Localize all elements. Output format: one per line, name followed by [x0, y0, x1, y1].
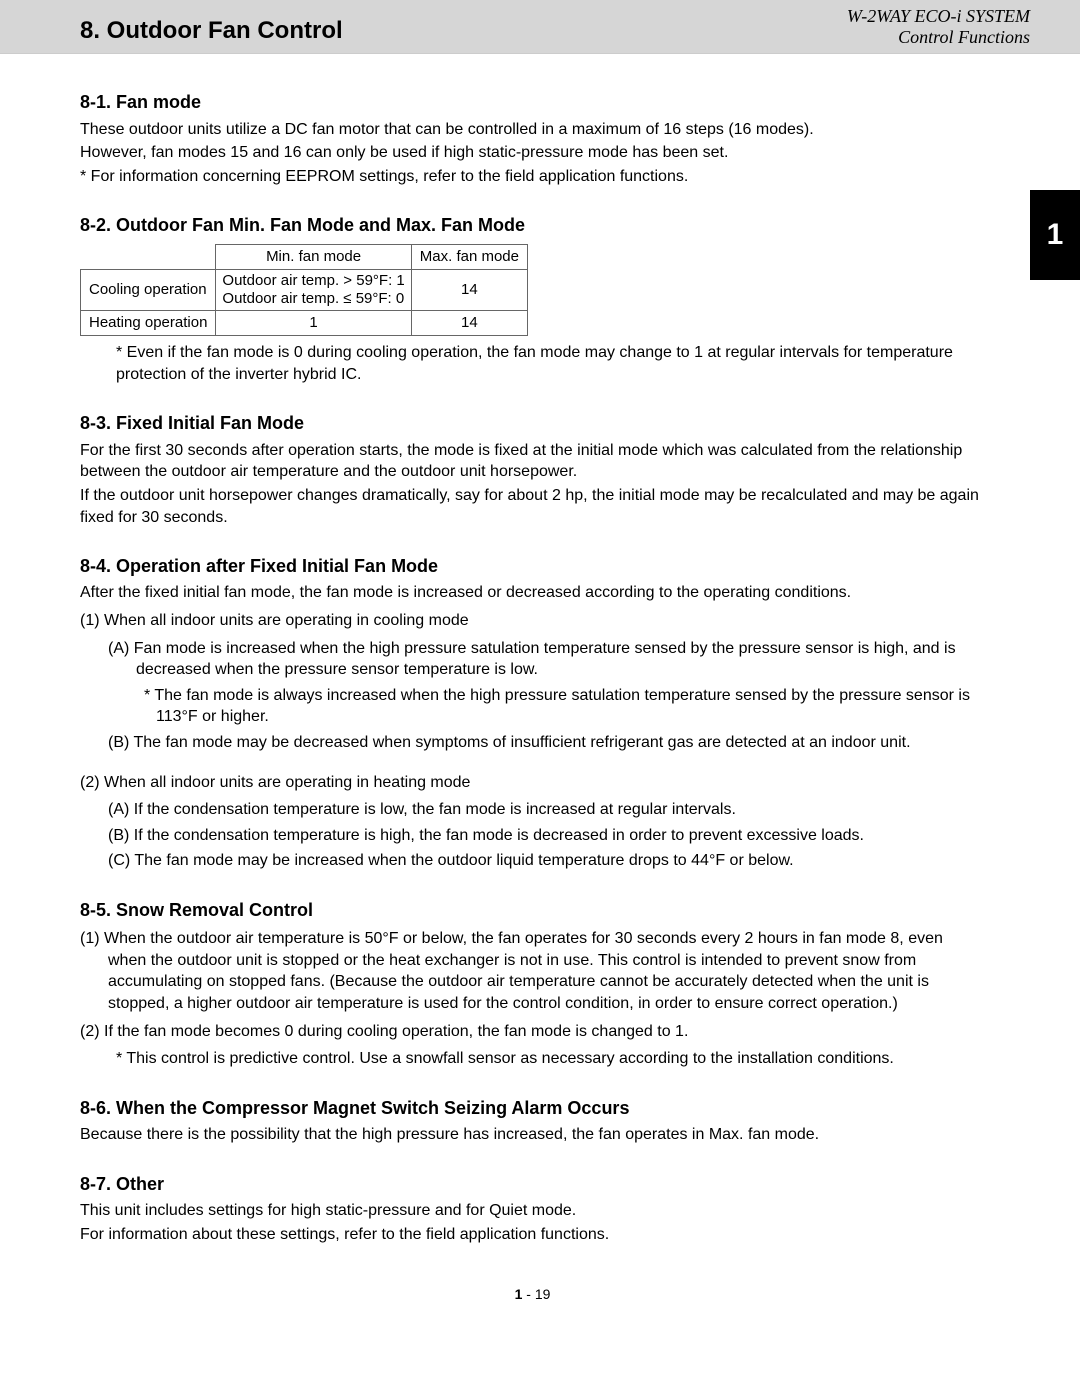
para: If the outdoor unit horsepower changes d…: [80, 485, 985, 528]
para: This unit includes settings for high sta…: [80, 1200, 985, 1222]
para: After the fixed initial fan mode, the fa…: [80, 582, 985, 604]
col-max: Max. fan mode: [411, 244, 527, 269]
para: For information about these settings, re…: [80, 1224, 985, 1246]
row-cooling-min: Outdoor air temp. > 59°F: 1 Outdoor air …: [216, 270, 411, 311]
header-band: 8. Outdoor Fan Control W-2WAY ECO-i SYST…: [0, 0, 1080, 54]
chapter-title: 8. Outdoor Fan Control: [80, 15, 343, 47]
heading-8-3: 8-3. Fixed Initial Fan Mode: [80, 411, 985, 435]
header-subtitle: Control Functions: [847, 27, 1030, 48]
para: Because there is the possibility that th…: [80, 1124, 985, 1146]
system-name: W-2WAY ECO-i SYSTEM: [847, 6, 1030, 27]
header-meta: W-2WAY ECO-i SYSTEM Control Functions: [847, 6, 1030, 47]
row-heating-min: 1: [216, 311, 411, 336]
heading-8-2: 8-2. Outdoor Fan Min. Fan Mode and Max. …: [80, 213, 985, 237]
snow-item-1: (1) When the outdoor air temperature is …: [80, 928, 985, 1014]
list-item-2c: (C) The fan mode may be increased when t…: [108, 850, 985, 872]
list-item-2: (2) When all indoor units are operating …: [80, 772, 985, 794]
col-min: Min. fan mode: [216, 244, 411, 269]
para: These outdoor units utilize a DC fan mot…: [80, 119, 985, 141]
cell-line: Outdoor air temp. > 59°F: 1: [222, 272, 404, 289]
heading-8-4: 8-4. Operation after Fixed Initial Fan M…: [80, 554, 985, 578]
row-cooling-label: Cooling operation: [81, 270, 216, 311]
content: 8-1. Fan mode These outdoor units utiliz…: [0, 54, 1080, 1304]
heading-8-6: 8-6. When the Compressor Magnet Switch S…: [80, 1096, 985, 1120]
side-tab: 1: [1030, 190, 1080, 280]
heading-8-5: 8-5. Snow Removal Control: [80, 898, 985, 922]
table-note: * Even if the fan mode is 0 during cooli…: [80, 342, 985, 385]
cell-line: Outdoor air temp. ≤ 59°F: 0: [222, 290, 404, 307]
list-item-2a: (A) If the condensation temperature is l…: [108, 799, 985, 821]
list-item-1a-star: * The fan mode is always increased when …: [136, 685, 985, 728]
page-number: 1 - 19: [80, 1285, 985, 1304]
heading-8-1: 8-1. Fan mode: [80, 90, 985, 114]
row-cooling-max: 14: [411, 270, 527, 311]
fan-mode-table: Min. fan mode Max. fan mode Cooling oper…: [80, 244, 528, 337]
page: 8. Outdoor Fan Control W-2WAY ECO-i SYST…: [0, 0, 1080, 1397]
heading-8-7: 8-7. Other: [80, 1172, 985, 1196]
footnote: * For information concerning EEPROM sett…: [80, 166, 985, 188]
row-heating-max: 14: [411, 311, 527, 336]
para: However, fan modes 15 and 16 can only be…: [80, 142, 985, 164]
snow-item-2: (2) If the fan mode becomes 0 during coo…: [80, 1021, 985, 1043]
list-item-1b: (B) The fan mode may be decreased when s…: [108, 732, 985, 754]
list-item-1: (1) When all indoor units are operating …: [80, 610, 985, 632]
para: For the first 30 seconds after operation…: [80, 440, 985, 483]
list-item-2b: (B) If the condensation temperature is h…: [108, 825, 985, 847]
page-number-page: - 19: [522, 1286, 550, 1302]
list-item-1a: (A) Fan mode is increased when the high …: [108, 638, 985, 681]
snow-item-2-star: * This control is predictive control. Us…: [108, 1048, 985, 1070]
row-heating-label: Heating operation: [81, 311, 216, 336]
